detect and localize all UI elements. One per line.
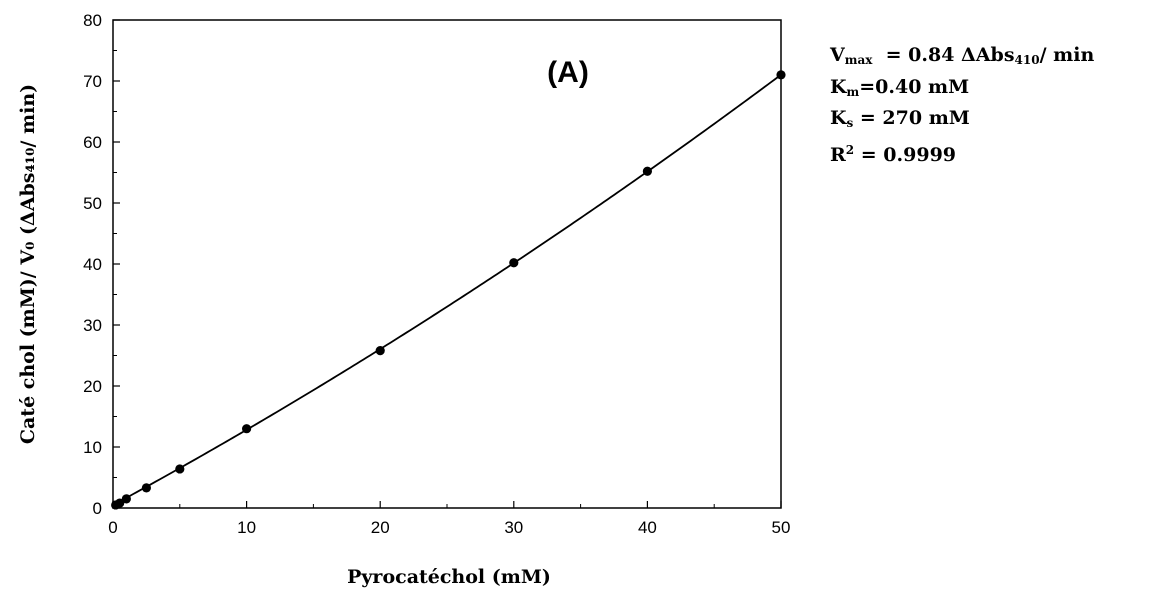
x-tick-label: 30 xyxy=(504,518,523,537)
data-point xyxy=(141,483,151,493)
fit-curve xyxy=(112,74,782,506)
data-point xyxy=(375,346,385,356)
vmax-unit-tail: / min xyxy=(1039,44,1095,66)
km-value: =0.40 mM xyxy=(859,75,970,98)
data-point xyxy=(776,70,786,80)
r2-line: R2 = 0.9999 xyxy=(830,137,1094,169)
ks-value: = 270 mM xyxy=(853,107,970,129)
data-point xyxy=(642,166,653,176)
y-tick-label: 30 xyxy=(83,316,102,335)
plot-frame xyxy=(112,19,782,509)
vmax-subscript: max xyxy=(844,53,873,67)
ks-symbol: K xyxy=(830,107,847,129)
x-axis-title: Pyrocatéchol (mM) xyxy=(347,566,551,588)
y-tick-label: 70 xyxy=(83,72,102,91)
r2-value: = 0.9999 xyxy=(854,143,957,166)
y-axis-title: Caté chol (mM)/ V₀ (ΔAbs₄₁₀/ min) xyxy=(17,84,39,444)
data-point xyxy=(121,494,131,504)
data-point xyxy=(115,498,125,508)
y-axis-ticks: 0 10 20 30 40 50 60 70 80 xyxy=(83,11,120,518)
y-tick-label: 0 xyxy=(93,499,102,518)
x-tick-label: 50 xyxy=(772,518,791,537)
x-tick-label: 0 xyxy=(108,518,117,537)
x-axis-ticks: 0 10 20 30 40 50 xyxy=(108,501,790,537)
r2-symbol: R xyxy=(830,143,846,166)
x-tick-label: 20 xyxy=(371,518,390,537)
x-tick-label: 40 xyxy=(638,518,657,537)
y-tick-label: 80 xyxy=(83,11,102,30)
vmax-line: Vmax = 0.84 ΔAbs410/ min xyxy=(830,42,1094,74)
data-point xyxy=(509,258,519,268)
km-symbol: K xyxy=(830,75,847,98)
r2-superscript: 2 xyxy=(845,142,855,157)
data-points xyxy=(111,70,786,510)
y-tick-label: 60 xyxy=(83,133,102,152)
km-subscript: m xyxy=(846,84,860,99)
y-tick-label: 10 xyxy=(83,438,102,457)
y-tick-label: 20 xyxy=(83,377,102,396)
vmax-unit-subscript: 410 xyxy=(1014,53,1040,67)
y-tick-label: 40 xyxy=(83,255,102,274)
data-point xyxy=(242,424,252,434)
vmax-value: = 0.84 ΔAbs xyxy=(885,44,1015,66)
vmax-symbol: V xyxy=(830,44,845,66)
panel-label: (A) xyxy=(547,56,589,89)
y-tick-label: 50 xyxy=(83,194,102,213)
plot-frame-group xyxy=(112,19,782,509)
ks-line: Ks = 270 mM xyxy=(830,105,1094,137)
kinetic-parameters: Vmax = 0.84 ΔAbs410/ min Km=0.40 mM Ks =… xyxy=(830,42,1094,168)
fit-curve-group xyxy=(112,74,782,506)
km-line: Km=0.40 mM xyxy=(830,74,1094,106)
x-tick-label: 10 xyxy=(237,518,256,537)
data-point xyxy=(175,464,185,474)
ks-subscript: s xyxy=(846,116,854,130)
